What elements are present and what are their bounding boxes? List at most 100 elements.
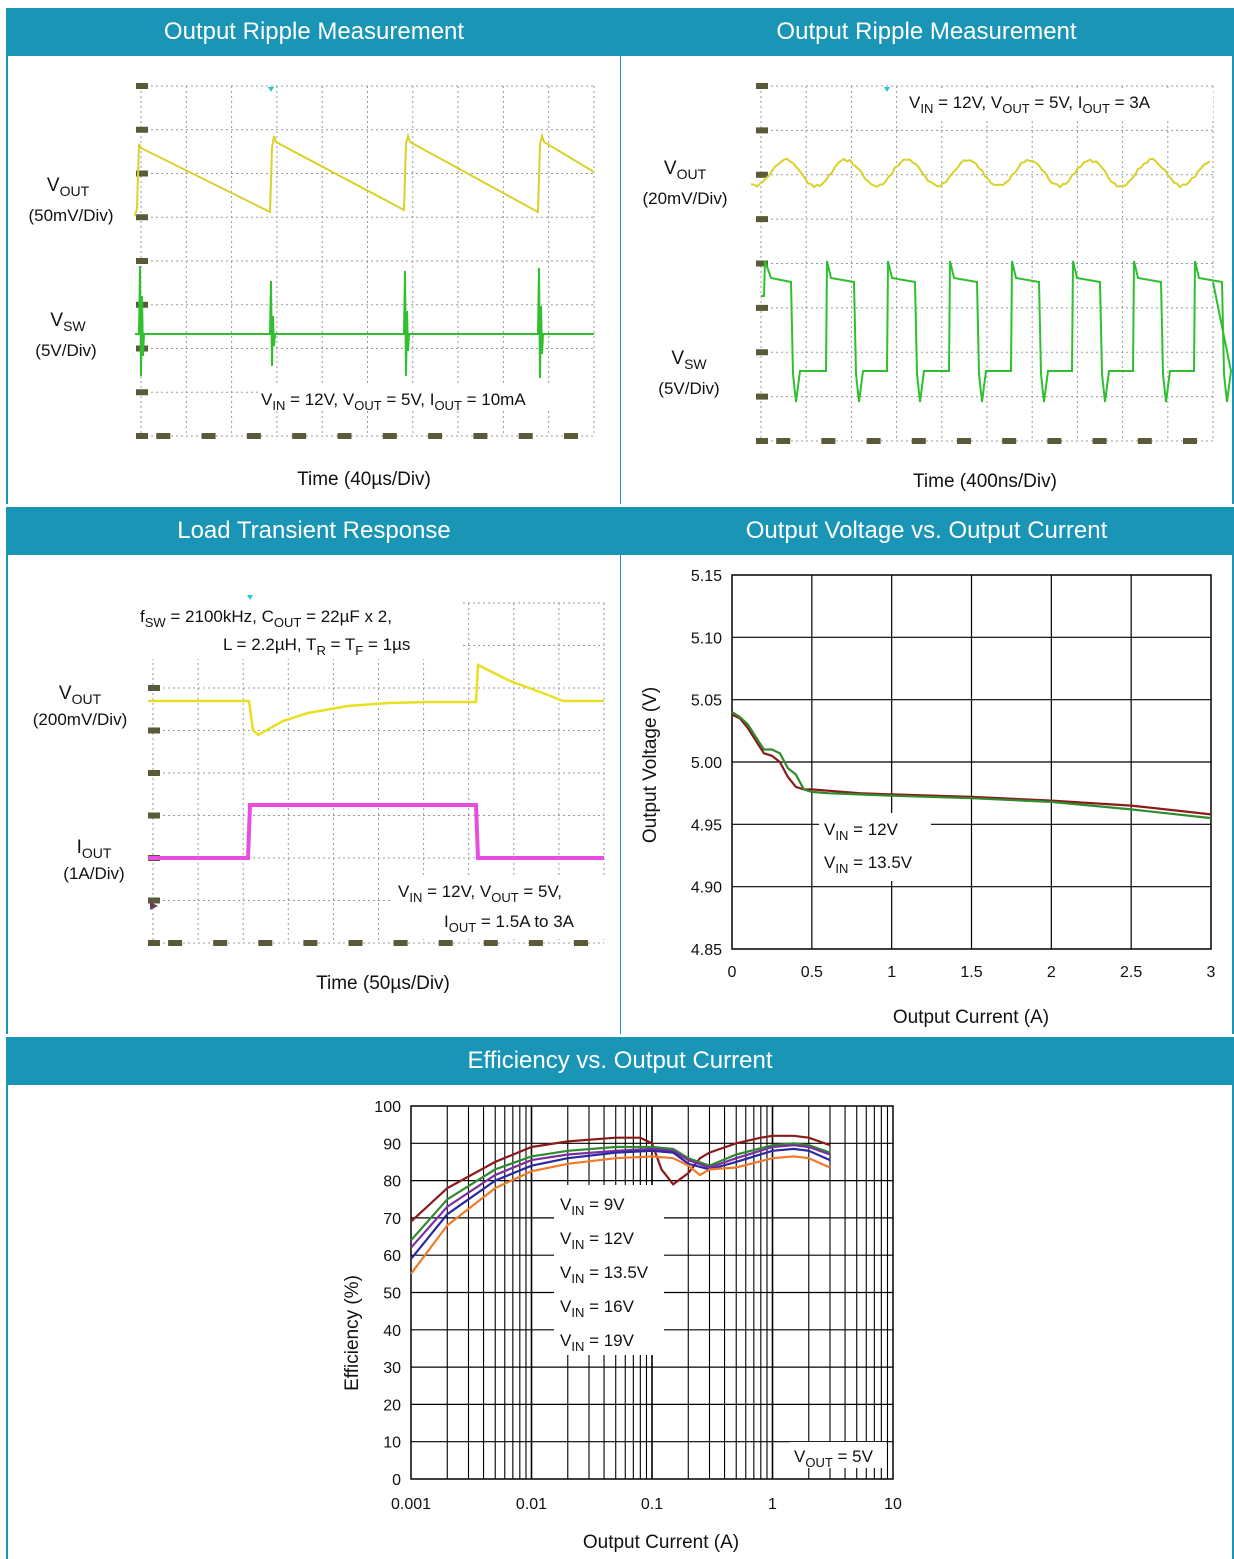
panel-vout-vs-iout: Output Voltage vs. Output Current 0 0.5 1 1… xyxy=(620,507,1234,1034)
div-marker xyxy=(148,813,160,819)
div-marker xyxy=(168,940,182,946)
y-tick-label: 5.00 xyxy=(691,755,722,772)
y-tick-label: 10 xyxy=(383,1435,401,1452)
panel-efficiency: Efficiency vs. Output Current 0.001 0.01 0… xyxy=(6,1037,1234,1559)
y-tick-label: 5.15 xyxy=(691,568,722,585)
div-marker xyxy=(574,940,588,946)
scope-ripple-3a: VIN = 12V, VOUT = 5V, IOUT = 3A VOUT (20… xyxy=(621,56,1232,504)
vout-trace xyxy=(148,665,604,735)
ch2-scale: (5V/Div) xyxy=(35,341,96,360)
y-tick-label: 4.90 xyxy=(691,880,722,897)
y-tick-label: 50 xyxy=(383,1286,401,1303)
ch2-label: VSW xyxy=(50,310,86,334)
ch2-label: IOUT xyxy=(77,837,112,861)
div-marker xyxy=(383,433,397,439)
div-marker xyxy=(439,940,453,946)
div-marker xyxy=(428,433,442,439)
panel-title: Output Ripple Measurement xyxy=(621,8,1232,56)
div-marker xyxy=(292,433,306,439)
panel-title: Efficiency vs. Output Current xyxy=(8,1037,1232,1085)
vout-trace xyxy=(751,159,1210,188)
div-marker xyxy=(156,433,170,439)
y-tick-label: 90 xyxy=(383,1136,401,1153)
ch1-label: VOUT xyxy=(664,158,707,182)
y-tick-label: 4.85 xyxy=(691,942,722,959)
div-marker xyxy=(1002,438,1016,444)
y-tick-label: 5.10 xyxy=(691,630,722,647)
div-marker xyxy=(564,433,578,439)
div-marker xyxy=(1183,438,1197,444)
div-marker xyxy=(148,940,160,946)
panel-title: Load Transient Response xyxy=(8,507,620,555)
x-tick-label: 0.5 xyxy=(801,964,823,981)
trigger-marker-icon xyxy=(884,87,890,92)
div-marker xyxy=(756,438,768,444)
x-tick-label: 3 xyxy=(1207,964,1216,981)
div-marker xyxy=(136,214,148,220)
x-tick-label: 0 xyxy=(728,964,737,981)
ch1-scale: (200mV/Div) xyxy=(33,710,127,729)
vout-trace xyxy=(135,136,594,216)
y-axis-label: Output Voltage (V) xyxy=(640,687,661,843)
chart-vout-vs-iout: 0 0.5 1 1.5 2 2.5 3 5.15 5.10 5.05 5.00 4.95 4.90 4.8… xyxy=(621,555,1232,1034)
time-scale-label: Time (400ns/Div) xyxy=(913,471,1057,492)
div-marker xyxy=(519,433,533,439)
ch1-scale: (20mV/Div) xyxy=(642,189,727,208)
panel-title: Output Voltage vs. Output Current xyxy=(621,507,1232,555)
div-marker xyxy=(338,433,352,439)
x-tick-label: 0.1 xyxy=(641,1496,663,1513)
div-marker xyxy=(136,433,148,439)
chart-ticks: 0 0.5 1 1.5 2 2.5 35.155.105.055.004.954.904.8… xyxy=(691,568,1216,981)
vsw-trace xyxy=(761,261,1231,402)
x-tick-label: 0.001 xyxy=(391,1496,431,1513)
div-marker xyxy=(1047,438,1061,444)
div-marker xyxy=(303,940,317,946)
y-tick-label: 80 xyxy=(383,1174,401,1191)
div-marker xyxy=(756,127,768,133)
y-tick-label: 40 xyxy=(383,1323,401,1340)
vsw-trace xyxy=(135,266,594,378)
div-marker xyxy=(247,433,261,439)
ch1-label: VOUT xyxy=(47,175,90,199)
div-marker xyxy=(136,389,148,395)
y-tick-label: 0 xyxy=(392,1472,401,1489)
panel-title: Output Ripple Measurement xyxy=(8,8,620,56)
ch1-scale: (50mV/Div) xyxy=(28,206,113,225)
y-tick-label: 4.95 xyxy=(691,817,722,834)
div-marker xyxy=(1138,438,1152,444)
panel-output-ripple-10ma: Output Ripple Measurement VOUT (50mV/Div… xyxy=(6,8,621,504)
x-tick-label: 2.5 xyxy=(1120,964,1142,981)
x-tick-label: 0.01 xyxy=(516,1496,547,1513)
div-marker xyxy=(756,394,768,400)
y-tick-label: 20 xyxy=(383,1397,401,1414)
div-marker xyxy=(136,258,148,264)
panel-load-transient: Load Transient Response fSW = 2100kHz, C… xyxy=(6,507,621,1034)
y-axis-label: Efficiency (%) xyxy=(342,1275,363,1391)
y-tick-label: 70 xyxy=(383,1211,401,1228)
div-marker xyxy=(1093,438,1107,444)
div-marker xyxy=(148,898,160,904)
chart-grid xyxy=(732,575,1211,949)
div-marker xyxy=(148,770,160,776)
scope-ripple-10ma: VOUT (50mV/Div) VSW (5V/Div) VIN = 12V, … xyxy=(8,56,619,504)
div-marker xyxy=(484,940,498,946)
time-scale-label: Time (50µs/Div) xyxy=(316,973,450,994)
div-marker xyxy=(349,940,363,946)
x-tick-label: 10 xyxy=(884,1496,902,1513)
div-marker xyxy=(756,305,768,311)
x-tick-label: 1 xyxy=(887,964,896,981)
div-marker xyxy=(912,438,926,444)
y-tick-label: 5.05 xyxy=(691,693,722,710)
x-tick-label: 1.5 xyxy=(960,964,982,981)
div-marker xyxy=(776,438,790,444)
x-axis-label: Output Current (A) xyxy=(583,1532,739,1553)
panel-output-ripple-3a: Output Ripple Measurement VIN = 12V, VOU… xyxy=(620,8,1234,504)
div-marker xyxy=(957,438,971,444)
x-tick-label: 1 xyxy=(768,1496,777,1513)
y-tick-label: 30 xyxy=(383,1360,401,1377)
time-scale-label: Time (40µs/Div) xyxy=(297,469,431,490)
div-marker xyxy=(213,940,227,946)
div-marker xyxy=(258,940,272,946)
div-marker xyxy=(529,940,543,946)
div-marker xyxy=(867,438,881,444)
